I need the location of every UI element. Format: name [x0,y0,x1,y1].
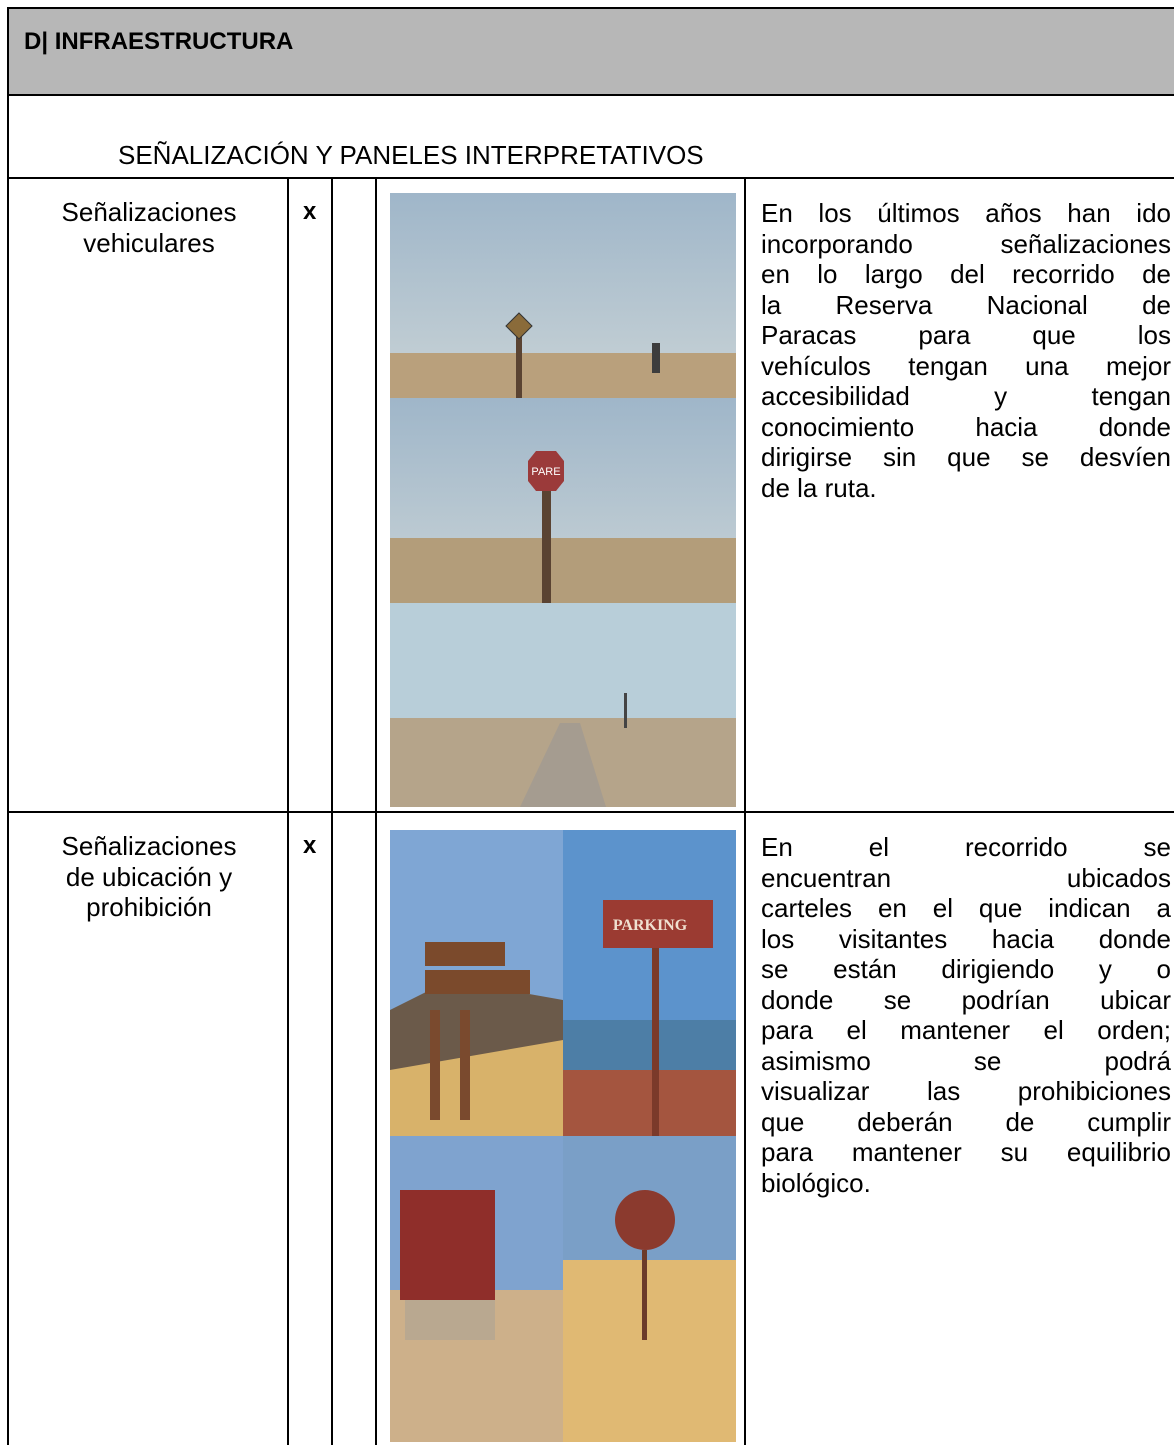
text-line: visualizar las prohibiciones [761,1076,1171,1106]
row-mark: x [303,198,317,225]
border [744,177,746,1445]
border [8,177,1174,179]
border [8,94,1174,96]
text-line: para el mantener el orden; [761,1015,1171,1045]
row-label: Señalizaciones de ubicación y prohibición [10,831,288,923]
row-description: En los últimos años han ido incorporando … [761,198,1171,503]
text-line: para mantener su equilibrio [761,1137,1171,1167]
label-line: vehiculares [83,227,215,258]
section-title: SEÑALIZACIÓN Y PANELES INTERPRETATIVOS [118,140,704,170]
label-line: Señalizaciones [61,831,237,861]
sign-text: PARE [531,466,560,478]
text-line: la Reserva Nacional de [761,289,1171,320]
text-line: carteles en el que indican a [761,893,1171,923]
text-line: Paracas para que los [761,320,1171,350]
label-line: prohibición [86,892,212,922]
border [8,811,1174,813]
text-line: que deberán de cumplir [761,1106,1171,1137]
header-bg [8,8,1174,95]
border [287,177,289,1445]
text-line: donde se podrían ubicar [761,984,1171,1015]
photo: PARE [390,193,736,807]
text-line: accesibilidad y tengan [761,381,1171,411]
border [331,177,333,1445]
text-line: de la ruta. [761,472,877,503]
row-mark: x [303,832,317,859]
text-line: se están dirigiendo y o [761,954,1171,984]
text-line: biológico. [761,1167,871,1198]
text-line: los visitantes hacia donde [761,923,1171,954]
row-description: En el recorrido se encuentran ubicados car… [761,832,1171,1198]
label-line: Señalizaciones [61,197,237,227]
text-line: En los últimos años han ido [761,198,1171,228]
label-line: de ubicación y [65,861,233,892]
text-line: encuentran ubicados [761,862,1171,893]
text-line: en lo largo del recorrido de [761,259,1171,289]
text-line: dirigirse sin que se desvíen [761,442,1171,472]
sign-text: PARKING [613,917,688,934]
border [375,177,377,1445]
text-line: vehículos tengan una mejor [761,350,1171,381]
header-title: D| INFRAESTRUCTURA [24,28,294,55]
row-label: Señalizaciones vehiculares [10,197,288,258]
text-line: En el recorrido se [761,832,1171,862]
text-line: asimismo se podrá [761,1045,1171,1076]
border [7,7,9,1445]
text-line: incorporando señalizaciones [761,228,1171,259]
border [8,7,1174,9]
photo: PARKING [390,830,736,1442]
text-line: conocimiento hacia donde [761,411,1171,442]
